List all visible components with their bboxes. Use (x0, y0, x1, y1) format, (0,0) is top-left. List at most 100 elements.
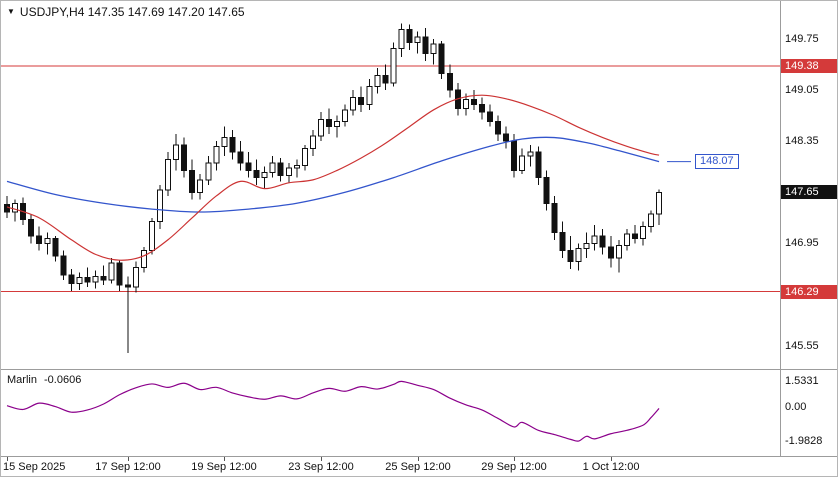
candle-body (285, 167, 292, 177)
candle-body (607, 246, 614, 259)
time-scale-label: 23 Sep 12:00 (288, 461, 354, 473)
candle-body (12, 202, 19, 213)
candle-body (358, 96, 365, 106)
candle-body (189, 169, 196, 193)
candle-body (197, 179, 204, 193)
candle-body (173, 144, 180, 160)
candle-body (68, 274, 75, 285)
candle-body (527, 151, 534, 157)
candle-body (535, 151, 542, 179)
candle-body (52, 237, 59, 257)
candle-body (277, 162, 284, 177)
candle-body (132, 267, 139, 288)
current-price-badge: 147.65 (781, 185, 837, 199)
candle-body (100, 275, 107, 281)
candle-body (551, 202, 558, 233)
indicator-axis: 1.5331 0.00 -1.9828 (781, 370, 837, 456)
candle-body (181, 144, 188, 171)
candle-body (245, 162, 252, 171)
time-axis-tick (514, 457, 515, 461)
indicator-name: Marlin (7, 374, 37, 386)
time-scale-label: 29 Sep 12:00 (481, 461, 547, 473)
candle-body (301, 147, 308, 166)
candle-body (221, 137, 228, 147)
ma-fast-line (6, 94, 660, 261)
candle-body (503, 133, 510, 142)
candle-body (317, 118, 324, 137)
time-axis-tick (611, 457, 612, 461)
candle-body (140, 250, 147, 269)
candle-body (261, 172, 268, 179)
time-scale-label: 1 Oct 12:00 (582, 461, 640, 473)
candle-body (148, 221, 155, 252)
resistance-line-badge[interactable]: 149.38 (781, 59, 837, 73)
candle-body (84, 277, 91, 283)
candle-body (334, 120, 341, 128)
candle-body (543, 177, 550, 204)
candle-body (269, 162, 276, 174)
panel-resize-separator[interactable] (1, 369, 837, 370)
candle-body (165, 158, 171, 191)
candle-body (575, 248, 582, 263)
time-axis-tick (7, 457, 8, 461)
candle-body (430, 43, 437, 55)
candle-body (36, 235, 43, 244)
candle-body (205, 162, 212, 181)
candle-body (623, 233, 630, 247)
indicator-scale-label: 1.5331 (785, 375, 819, 387)
candle-body (656, 191, 663, 215)
candle-body (116, 262, 123, 286)
candle-body (631, 233, 638, 239)
ma-value-label: 148.07 (695, 154, 739, 169)
candle-body (599, 235, 606, 248)
indicator-value: -0.0606 (44, 374, 82, 386)
candle-body (478, 104, 485, 113)
candle-body (382, 74, 389, 84)
time-axis-tick (128, 457, 129, 461)
candle-body (559, 231, 566, 252)
candle-body (229, 137, 236, 153)
candle-body (567, 250, 574, 263)
candle-body (648, 213, 654, 228)
candle-body (422, 36, 429, 55)
time-scale-label: 15 Sep 2025 (3, 461, 66, 473)
candle-body (470, 99, 477, 106)
candle-body (213, 145, 220, 164)
candle-body (398, 28, 405, 49)
candle-body (583, 242, 590, 250)
candle-body (406, 28, 413, 44)
price-scale-label: 149.75 (785, 33, 819, 45)
symbol-dropdown-icon[interactable]: ▼ (7, 7, 15, 16)
candle-body (350, 96, 357, 111)
candle-body (438, 43, 445, 74)
candle-body (124, 284, 131, 288)
ma-slow-line (6, 136, 660, 213)
price-scale-label: 146.95 (785, 237, 819, 249)
main-chart-canvas[interactable] (1, 1, 780, 370)
price-scale-label: 145.55 (785, 340, 819, 352)
candle-body (462, 99, 469, 109)
candle-body (414, 36, 421, 44)
price-axis[interactable]: 149.75 149.05 148.35 146.95 145.55 (781, 1, 837, 456)
candle-body (28, 218, 35, 237)
time-axis-tick (418, 457, 419, 461)
candle-body (511, 140, 518, 171)
candle-body (253, 169, 260, 179)
price-scale-label: 148.35 (785, 135, 819, 147)
indicator-canvas[interactable] (1, 370, 780, 456)
candle-body (487, 111, 493, 122)
chart-header: ▼ USDJPY,H4 147.35 147.69 147.20 147.65 (7, 5, 245, 19)
time-axis-tick (224, 457, 225, 461)
time-scale-label: 17 Sep 12:00 (95, 461, 161, 473)
support-line-badge[interactable]: 146.29 (781, 285, 837, 299)
indicator-scale-label: -1.9828 (785, 435, 823, 447)
time-axis[interactable]: 15 Sep 2025 17 Sep 12:00 19 Sep 12:00 23 Se… (1, 456, 837, 476)
candle-body (108, 262, 115, 281)
candle-body (342, 109, 349, 122)
marlin-line (6, 380, 660, 442)
candle-body (390, 47, 397, 84)
candle-body (591, 235, 598, 244)
candle-body (60, 255, 67, 276)
candle-body (374, 74, 381, 87)
indicator-scale-label: 0.00 (785, 401, 807, 413)
